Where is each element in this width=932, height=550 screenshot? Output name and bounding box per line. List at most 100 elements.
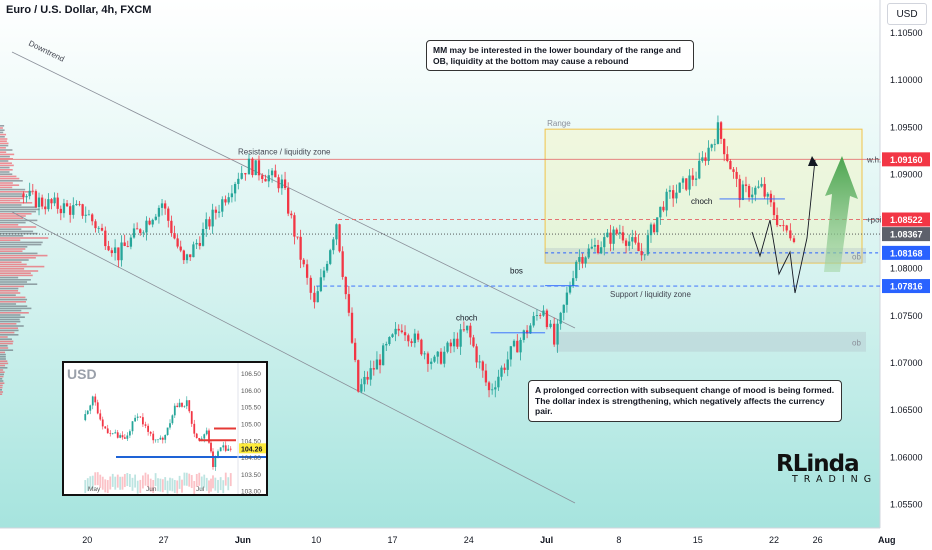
inset-candle-body [144, 424, 147, 426]
inset-candle-body [208, 430, 210, 443]
candle-body [744, 184, 748, 186]
candle-body [732, 169, 735, 172]
candle-body [751, 194, 754, 198]
volume-profile-bar [0, 252, 38, 255]
candle-body [565, 292, 569, 305]
volume-profile-bar [0, 177, 20, 180]
inset-candle-body [229, 448, 232, 450]
candle-body [503, 367, 506, 370]
candle-body [227, 197, 230, 203]
candle-body [350, 312, 354, 343]
volume-profile-bar [0, 243, 42, 246]
x-tick-label: 17 [388, 535, 398, 545]
candle-body [603, 237, 606, 248]
candle-body [652, 224, 656, 233]
inset-candle-body [104, 426, 107, 429]
volume-profile-bar [0, 320, 21, 323]
candle-body [341, 251, 344, 277]
inset-candle-body [166, 427, 169, 436]
candle-body [176, 238, 179, 247]
candle-body [120, 242, 123, 261]
candle-body [104, 230, 107, 247]
x-tick-label: 10 [311, 535, 321, 545]
volume-profile-bar [0, 246, 28, 248]
x-tick-label: Jun [235, 535, 251, 545]
candle-body [646, 235, 650, 255]
inset-volume-bar [164, 477, 167, 491]
candle-body [522, 330, 525, 340]
candle-body [785, 225, 788, 231]
candle-body [472, 337, 475, 347]
volume-profile-bar [0, 316, 25, 318]
volume-profile-bar [0, 351, 6, 354]
candle-body [769, 193, 773, 203]
candle-body [148, 220, 151, 225]
volume-profile-bar [0, 285, 25, 288]
candle-body [201, 228, 205, 246]
inset-y-tick: 106.50 [241, 371, 261, 378]
candle-body [192, 244, 195, 258]
price-tag-box [882, 212, 930, 227]
volume-profile-bar [0, 228, 22, 230]
candle-body [691, 175, 694, 180]
candle-body [757, 186, 760, 188]
bos-label: bos [510, 266, 523, 275]
inset-y-tick: 105.50 [241, 405, 261, 412]
candle-body [542, 310, 545, 316]
candle-body [426, 353, 430, 364]
logo-main: RLinda [776, 451, 860, 477]
inset-volume-bar [214, 477, 217, 491]
volume-profile-bar [0, 210, 36, 213]
y-tick-label: 1.05500 [890, 499, 923, 509]
candle-body [264, 179, 267, 182]
candle-body [34, 191, 38, 208]
volume-profile-bar [0, 136, 5, 138]
candle-body [237, 178, 240, 184]
volume-profile-bar [0, 369, 4, 371]
inset-candle-body [217, 451, 219, 457]
volume-profile-bar [0, 206, 37, 208]
inset-volume-bar [219, 477, 222, 491]
candle-body [261, 175, 264, 180]
candle-body [698, 160, 701, 179]
candle-body [612, 229, 615, 244]
candle-body [760, 183, 763, 187]
inset-volume-bar [154, 473, 157, 487]
candle-body [160, 203, 164, 208]
candle-body [512, 340, 516, 347]
price-tag-label: 1.08367 [890, 230, 923, 240]
inset-candle-body [214, 456, 217, 467]
volume-profile-bar [0, 257, 36, 259]
inset-volume-bar [134, 474, 136, 488]
inset-volume-bar [89, 476, 92, 490]
volume-profile-bar [0, 217, 24, 219]
inset-volume-bar [178, 475, 181, 489]
y-tick-label: 1.07500 [890, 311, 923, 321]
currency-button[interactable]: USD [887, 3, 927, 25]
candle-body [459, 329, 462, 347]
candle-body [338, 224, 341, 252]
volume-profile-bar [0, 292, 21, 294]
candle-body [205, 219, 208, 229]
candle-body [397, 328, 400, 331]
candle-body [539, 315, 542, 316]
volume-profile-bar [0, 224, 19, 226]
candle-body [375, 359, 379, 370]
volume-profile-bar [0, 360, 8, 362]
volume-profile-bar [0, 287, 19, 290]
inset-candle-body [183, 406, 186, 407]
candle-body [754, 187, 757, 195]
candle-body [332, 239, 335, 251]
volume-profile-bar [0, 164, 14, 167]
inset-x-tick: Jul [196, 486, 205, 493]
inset-candle-body [219, 447, 222, 452]
inset-candle-body [188, 400, 191, 412]
inset-volume-bar [171, 478, 174, 492]
candle-body [293, 215, 296, 237]
candle-body [763, 183, 766, 197]
candle-body [247, 158, 251, 175]
volume-profile-bar [0, 336, 8, 338]
inset-volume-bar [183, 472, 186, 486]
candle-body [299, 236, 302, 260]
volume-profile-bar [0, 298, 28, 301]
